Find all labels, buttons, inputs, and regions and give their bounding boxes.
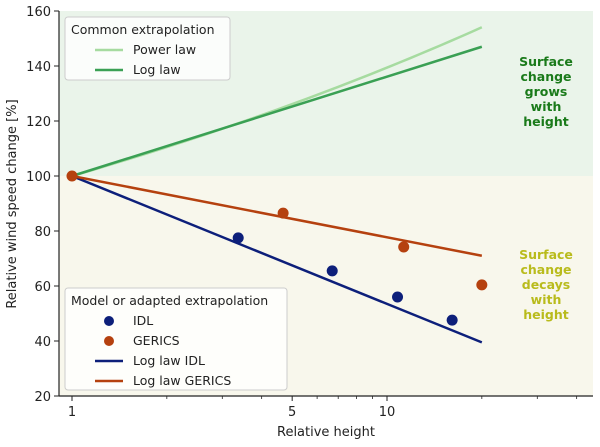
data-point-gerics (476, 279, 488, 291)
y-tick-label: 140 (26, 60, 51, 75)
y-tick-label: 120 (26, 115, 51, 130)
data-point-idl (446, 314, 458, 326)
y-tick-label: 100 (26, 170, 51, 185)
data-point-idl (392, 291, 404, 303)
legend-box (64, 16, 231, 81)
y-tick-label: 160 (26, 5, 51, 20)
region-annotation-decays: change (520, 262, 571, 277)
region-annotation-decays: with (531, 292, 562, 307)
y-tick-label: 20 (34, 390, 51, 405)
series-line-log-law-gerics (71, 174, 483, 257)
legend-title: Model or adapted extrapolation (71, 293, 268, 308)
y-tick-label: 60 (34, 280, 51, 295)
y-tick-label: 80 (34, 225, 51, 240)
data-point-gerics (398, 241, 410, 253)
legend-entry-label: Log law GERICS (133, 373, 231, 388)
legend-box (64, 287, 288, 391)
region-annotation-decays: decays (522, 277, 570, 292)
legend-bottom-left: Model or adapted extrapolation IDL GERICS L… (64, 287, 288, 391)
data-point-gerics (66, 170, 78, 182)
x-axis-label: Relative height (277, 425, 375, 440)
region-annotation-grows: with (531, 99, 562, 114)
legend-marker-swatch (104, 316, 114, 326)
legend-title: Common extrapolation (71, 22, 215, 37)
x-tick-label: 1 (68, 405, 76, 420)
region-annotation-grows: height (523, 114, 569, 129)
region-annotation-grows: grows (525, 84, 568, 99)
legend-entry-label: Power law (133, 42, 196, 57)
region-annotation-grows: change (520, 69, 571, 84)
region-annotation-decays: height (523, 307, 569, 322)
data-point-idl (232, 232, 244, 244)
region-annotation-decays: Surface (519, 247, 573, 262)
legend-top-left: Common extrapolation Power law Log law (64, 16, 231, 81)
data-point-idl (326, 265, 338, 277)
y-tick-label: 40 (34, 335, 51, 350)
x-tick-label: 5 (288, 405, 296, 420)
region-annotation-grows: Surface (519, 54, 573, 69)
series-line-log-law (71, 45, 483, 178)
series-line-log-law-idl (71, 174, 483, 344)
legend-marker-swatch (104, 336, 114, 346)
legend-entry-label: Log law (133, 62, 181, 77)
legend-entry-label: GERICS (133, 333, 180, 348)
legend-entry-label: Log law IDL (133, 353, 205, 368)
x-tick-label: 10 (379, 405, 396, 420)
data-point-gerics (277, 207, 289, 219)
y-axis-label: Relative wind speed change [%] (5, 99, 20, 308)
legend-entry-label: IDL (133, 313, 153, 328)
